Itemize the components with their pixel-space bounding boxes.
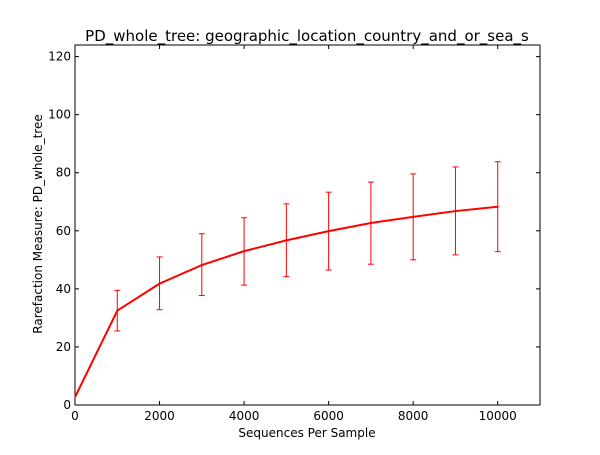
data-point xyxy=(200,264,203,267)
x-tick-label: 10000 xyxy=(479,409,517,423)
data-point xyxy=(243,250,246,253)
data-point xyxy=(496,205,499,208)
y-tick-label: 40 xyxy=(56,282,71,296)
y-tick-label: 0 xyxy=(63,398,71,412)
data-point xyxy=(454,210,457,213)
data-point xyxy=(158,282,161,285)
y-tick-label: 80 xyxy=(56,166,71,180)
y-axis-label: Rarefaction Measure: PD_whole_tree xyxy=(31,114,45,333)
data-point xyxy=(74,395,77,398)
y-tick-label: 20 xyxy=(56,340,71,354)
y-tick-label: 100 xyxy=(48,108,71,122)
plot-frame xyxy=(74,44,541,406)
data-point xyxy=(412,215,415,218)
x-axis-label: Sequences Per Sample xyxy=(238,426,375,440)
y-tick-label: 120 xyxy=(48,50,71,64)
x-tick-label: 2000 xyxy=(144,409,175,423)
data-point xyxy=(285,239,288,242)
y-tick-label: 60 xyxy=(56,224,71,238)
plot-area: 0 2000 4000 6000 8000 10000 0 20 40 60 80 100 120 xyxy=(48,44,541,423)
data-point xyxy=(116,309,119,312)
x-tick-label: 4000 xyxy=(229,409,260,423)
data-point xyxy=(327,230,330,233)
x-tick-label: 6000 xyxy=(313,409,344,423)
x-tick-label: 0 xyxy=(71,409,79,423)
chart-title: PD_whole_tree: geographic_location_count… xyxy=(85,27,529,46)
data-point xyxy=(369,221,372,224)
x-tick-label: 8000 xyxy=(398,409,429,423)
